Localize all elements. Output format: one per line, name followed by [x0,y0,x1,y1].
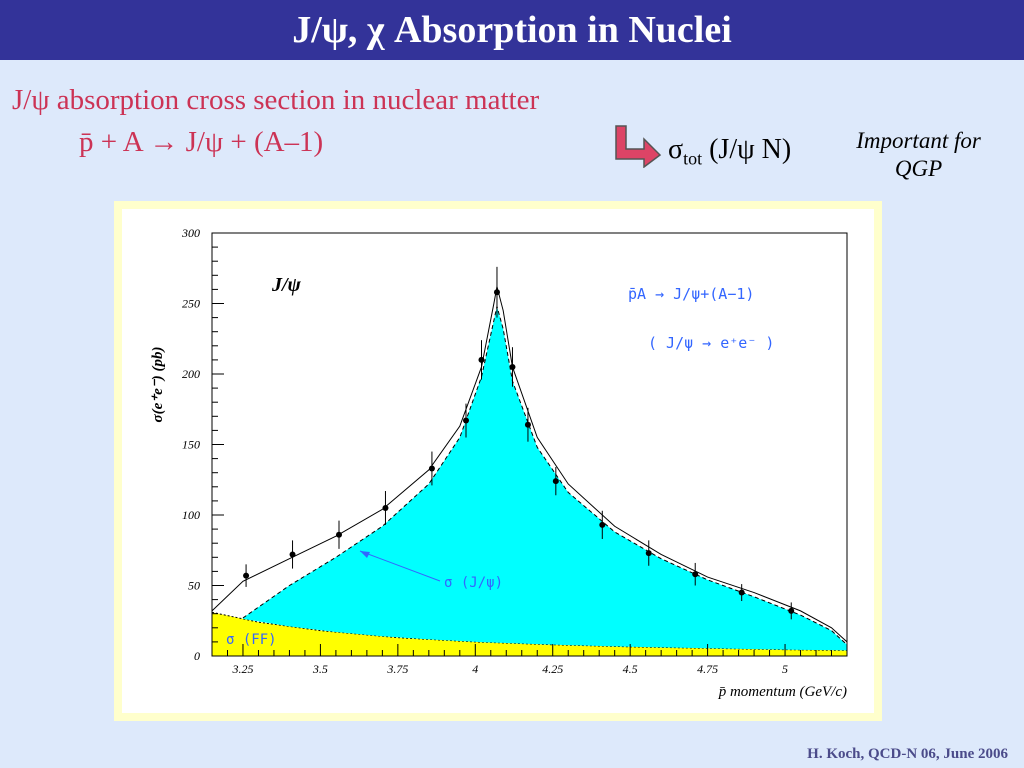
sigma-tot-label: σtot (J/ψ N) [668,134,791,170]
data-point [493,289,500,296]
x-tick-label: 4 [472,662,478,676]
jpsi-label-pointer [359,550,441,582]
data-point [509,363,516,370]
data-point [599,521,606,528]
data-point [243,572,250,579]
jpsi-region [242,306,848,651]
data-point [382,504,389,511]
data-point [738,589,745,596]
ff-region [212,612,847,656]
decay-annotation: ( J/ψ → e⁺e⁻ ) [648,334,774,352]
sigma-subscript: tot [683,148,703,169]
data-point [428,465,435,472]
data-point [788,607,795,614]
x-tick-label: 3.5 [312,662,328,676]
qgp-note-line1: Important for [856,128,981,153]
figure-panel: 0 50 100 150 200 250 300 3.25 3.5 3.75 4 4.25 4.5 4.7… [122,209,874,713]
jpsi-curve-label: σ (J/ψ) [444,575,503,591]
x-tick-label: 5 [782,662,788,676]
y-tick-label: 250 [182,297,200,311]
particle-label: J/ψ [271,274,302,296]
data-point [289,551,296,558]
x-tick-label: 4.5 [623,662,638,676]
y-tick-label: 50 [188,579,200,593]
x-tick-label: 3.25 [231,662,253,676]
data-point [463,417,469,424]
sigma-rest: (J/ψ N) [702,134,792,165]
qgp-note: Important for QGP [836,127,1001,183]
jpsi-boundary [242,306,848,646]
bent-arrow-icon [615,125,662,168]
x-tick-label: 4.75 [697,662,718,676]
jpsi-label-arrowhead [360,551,370,558]
y-tick-label: 200 [182,367,200,381]
data-point [645,550,652,557]
data-point [524,421,531,428]
y-tick-label: 100 [182,508,200,522]
figure-frame: 0 50 100 150 200 250 300 3.25 3.5 3.75 4 4.25 4.5 4.7… [114,201,882,721]
y-tick-label: 300 [181,226,200,240]
cross-section-chart: 0 50 100 150 200 250 300 3.25 3.5 3.75 4 4.25 4.5 4.7… [150,226,848,700]
y-axis-label: σ(e⁺e⁻) (pb) [150,347,166,423]
subtitle-line: J/ψ absorption cross section in nuclear … [12,84,540,116]
sigma-symbol: σ [668,134,684,165]
qgp-note-line2: QGP [894,156,943,181]
y-tick-label: 150 [182,438,200,452]
data-point [336,531,342,538]
x-tick-label: 4.25 [542,662,563,676]
data-point [552,478,559,485]
footer-credit: H. Koch, QCD-N 06, June 2006 [807,746,1008,762]
reaction-annotation: p̄A → J/ψ+(A−1) [628,285,754,303]
slide-title: J/ψ, χ Absorption in Nuclei [0,0,1024,60]
total-curve [211,286,848,643]
data-point [478,356,485,363]
x-axis-label: p̄ momentum (GeV/c) [718,684,847,700]
y-tick-label: 0 [194,649,200,663]
ff-curve-label: σ (FF) [226,632,277,648]
reaction-line: p̄ + A → J/ψ + (A–1) [79,126,324,158]
data-point [692,571,699,578]
x-tick-label: 3.75 [386,662,408,676]
